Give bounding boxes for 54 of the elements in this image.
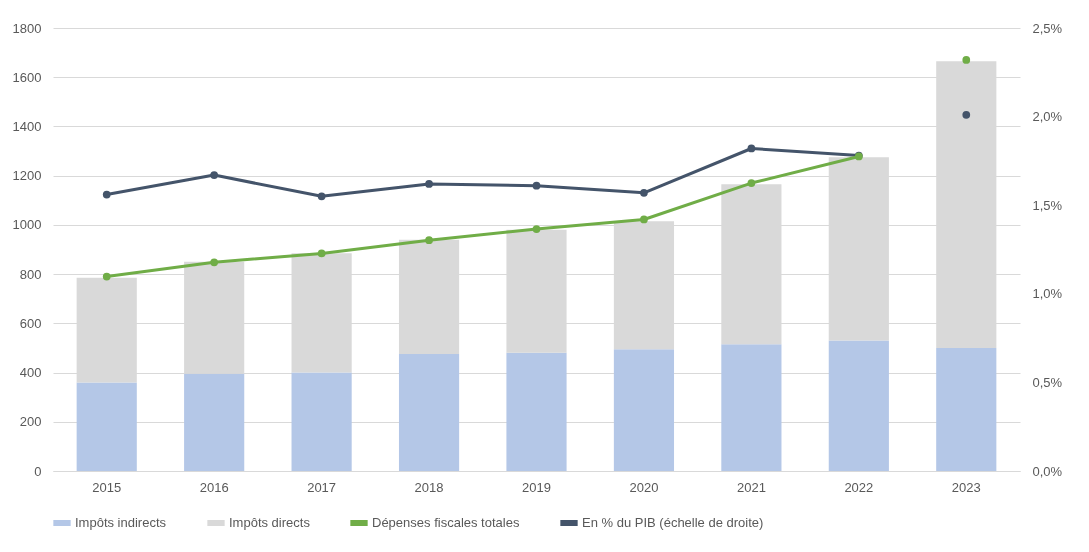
bar — [291, 372, 352, 471]
x-tick-label: 2023 — [951, 479, 981, 495]
y2-tick-label: 2,5% — [1032, 20, 1063, 36]
y2-tick-label: 0,5% — [1032, 374, 1063, 390]
point — [747, 179, 756, 187]
bar — [76, 382, 137, 471]
y-tick-label: 800 — [19, 266, 42, 282]
y-tick-label: 1600 — [12, 69, 42, 85]
bar — [936, 347, 997, 471]
bar — [613, 349, 675, 471]
bar — [721, 344, 782, 471]
point — [532, 181, 541, 190]
point — [317, 192, 326, 201]
y-tick-label: 1800 — [12, 20, 42, 36]
legend-label: Impôts indirects — [75, 515, 167, 530]
x-tick-label: 2016 — [199, 479, 229, 495]
y-tick-label: 1400 — [12, 118, 42, 134]
point — [210, 171, 219, 179]
y2-tick-label: 0,0% — [1032, 463, 1063, 479]
point — [425, 180, 433, 188]
x-tick-label: 2019 — [522, 479, 551, 495]
y2-tick-label: 1,0% — [1032, 286, 1063, 302]
y-tick-label: 1000 — [12, 217, 42, 233]
point — [747, 144, 756, 153]
y-tick-label: 400 — [19, 365, 42, 381]
legend-label: En % du PIB (échelle de droite) — [582, 515, 764, 530]
x-tick-label: 2015 — [92, 479, 122, 495]
point — [425, 236, 433, 245]
bar — [828, 340, 889, 471]
point — [640, 188, 648, 197]
point — [317, 249, 326, 258]
point — [532, 225, 541, 233]
y-tick-label: 600 — [19, 315, 42, 331]
x-tick-label: 2021 — [736, 479, 766, 495]
point — [102, 190, 111, 199]
y-tick-label: 200 — [19, 414, 42, 430]
x-tick-label: 2018 — [414, 479, 444, 495]
point — [962, 56, 971, 64]
y2-tick-label: 1,5% — [1032, 197, 1063, 213]
y-tick-label: 0 — [34, 463, 42, 479]
legend-label: Impôts directs — [229, 515, 311, 530]
bar — [398, 354, 460, 471]
bar — [184, 373, 245, 471]
legend-label: Dépenses fiscales totales — [372, 515, 520, 530]
y-tick-label: 1200 — [12, 168, 42, 184]
y2-tick-label: 2,0% — [1032, 109, 1063, 125]
bar — [506, 352, 567, 471]
x-tick-label: 2022 — [844, 479, 874, 495]
x-tick-label: 2020 — [629, 479, 659, 495]
point — [962, 110, 971, 119]
point — [640, 215, 648, 224]
point — [210, 258, 219, 267]
x-tick-label: 2017 — [307, 479, 337, 495]
point — [102, 272, 111, 281]
